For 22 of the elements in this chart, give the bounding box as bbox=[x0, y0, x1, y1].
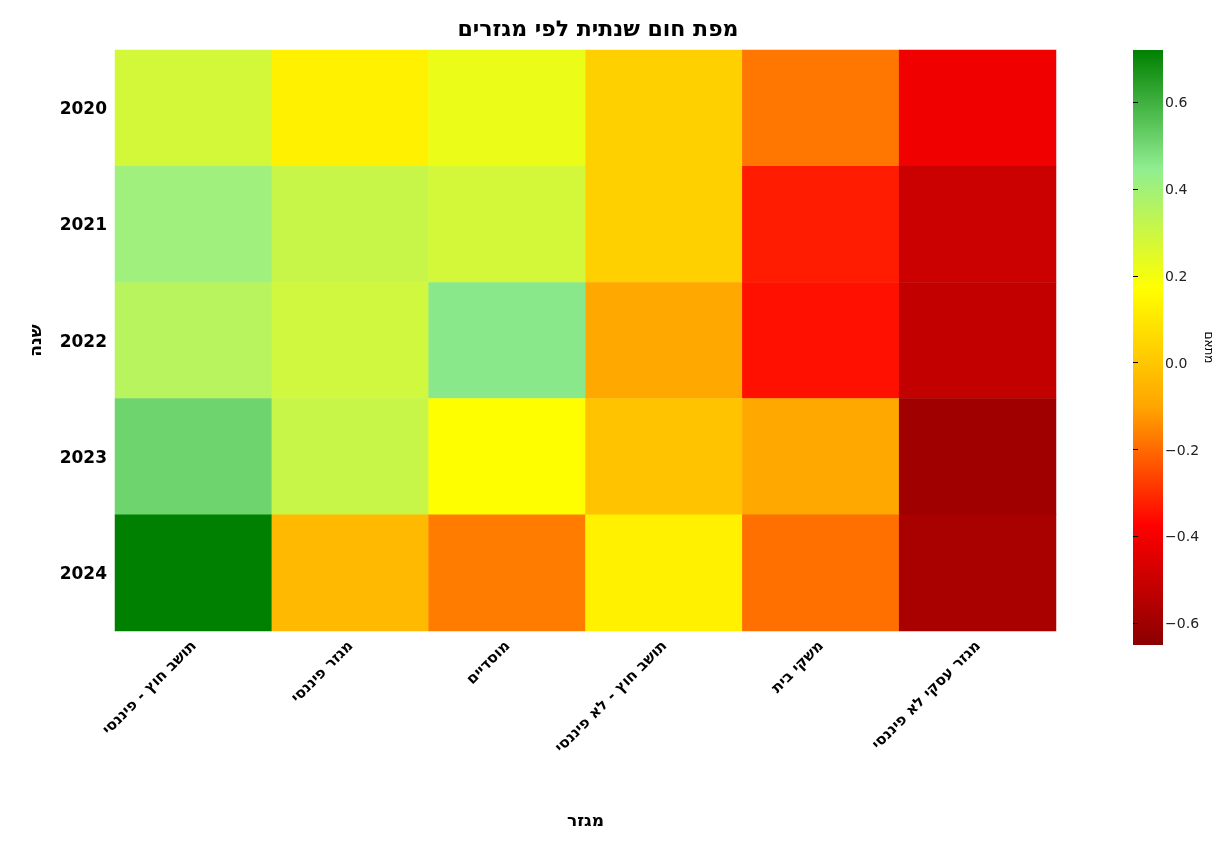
color-bar-label: −0.2 bbox=[1165, 441, 1200, 458]
color-bar-title: מתאם bbox=[1202, 331, 1216, 364]
y-tick-label: 2023 bbox=[59, 446, 107, 467]
x-tick-label: מגזר עסקי לא פיננסי bbox=[867, 636, 984, 753]
x-axis-title: מגזר bbox=[567, 809, 604, 830]
color-bar-label: −0.4 bbox=[1165, 528, 1200, 545]
color-bar-label: 0.2 bbox=[1165, 267, 1188, 284]
x-tick-label: מוסדיים bbox=[462, 636, 514, 688]
y-axis-title: שנה bbox=[24, 324, 45, 357]
color-bar-label: 0.6 bbox=[1165, 94, 1188, 111]
color-bar-label: 0.0 bbox=[1165, 354, 1188, 371]
x-tick-label: תושב חוץ - פיננסי bbox=[98, 636, 200, 739]
chart-title: מפת חום שנתית לפי מגזרים bbox=[457, 15, 739, 41]
y-tick-label: 2020 bbox=[59, 98, 108, 119]
color-bar-label: −0.6 bbox=[1165, 615, 1200, 632]
x-tick-label: משקי בית bbox=[767, 636, 828, 697]
y-tick-label: 2022 bbox=[59, 330, 107, 351]
color-bar-label: 0.4 bbox=[1165, 180, 1188, 197]
y-tick-label: 2021 bbox=[59, 214, 107, 235]
x-tick-label: תושב חוץ - לא פיננסי bbox=[550, 636, 671, 756]
x-tick-label: מגזר פיננסי bbox=[287, 636, 357, 707]
y-tick-label: 2024 bbox=[59, 562, 108, 583]
